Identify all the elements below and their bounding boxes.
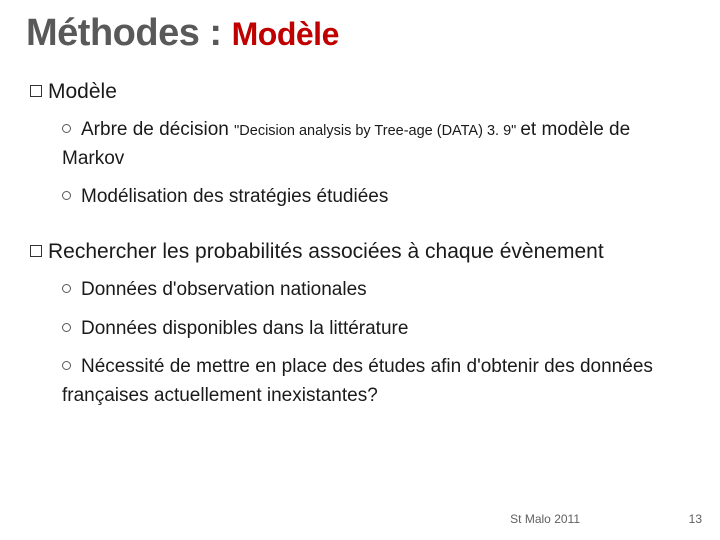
footer-page-number: 13	[689, 512, 702, 526]
heading-2: Rechercher les probabilités associées à …	[30, 238, 690, 266]
sub-item: Nécessité de mettre en place des études …	[62, 353, 690, 410]
sub-item-text: Nécessité de mettre en place des études …	[62, 356, 653, 406]
square-bullet-icon	[30, 85, 42, 97]
sub-item-text: Données d'observation nationales	[81, 279, 367, 300]
heading-1: Modèle	[30, 78, 690, 106]
sub-item: Données d'observation nationales	[62, 276, 690, 305]
ring-bullet-icon	[62, 361, 71, 370]
square-bullet-icon	[30, 245, 42, 257]
sub-item: Arbre de décision "Decision analysis by …	[62, 116, 690, 173]
slide-body: Modèle Arbre de décision "Decision analy…	[30, 72, 690, 416]
title-part1: Méthodes :	[26, 12, 232, 54]
sub-item: Modélisation des stratégies étudiées	[62, 183, 690, 212]
ring-bullet-icon	[62, 323, 71, 332]
heading-2-text: Rechercher les probabilités associées à …	[48, 240, 604, 263]
heading-1-text: Modèle	[48, 80, 117, 103]
ring-bullet-icon	[62, 124, 71, 133]
sub-item-prefix: Arbre de décision	[81, 119, 234, 140]
sub-item-small: "Decision analysis by Tree-age (DATA) 3.…	[234, 123, 520, 139]
title-part2: Modèle	[232, 16, 339, 52]
slide-title: Méthodes : Modèle	[26, 12, 339, 55]
footer-venue: St Malo 2011	[510, 512, 580, 526]
sub-item: Données disponibles dans la littérature	[62, 315, 690, 344]
ring-bullet-icon	[62, 284, 71, 293]
slide: Méthodes : Modèle Modèle Arbre de décisi…	[0, 0, 720, 540]
sub-item-text: Modélisation des stratégies étudiées	[81, 186, 388, 207]
ring-bullet-icon	[62, 191, 71, 200]
sub-item-text: Données disponibles dans la littérature	[81, 318, 408, 339]
